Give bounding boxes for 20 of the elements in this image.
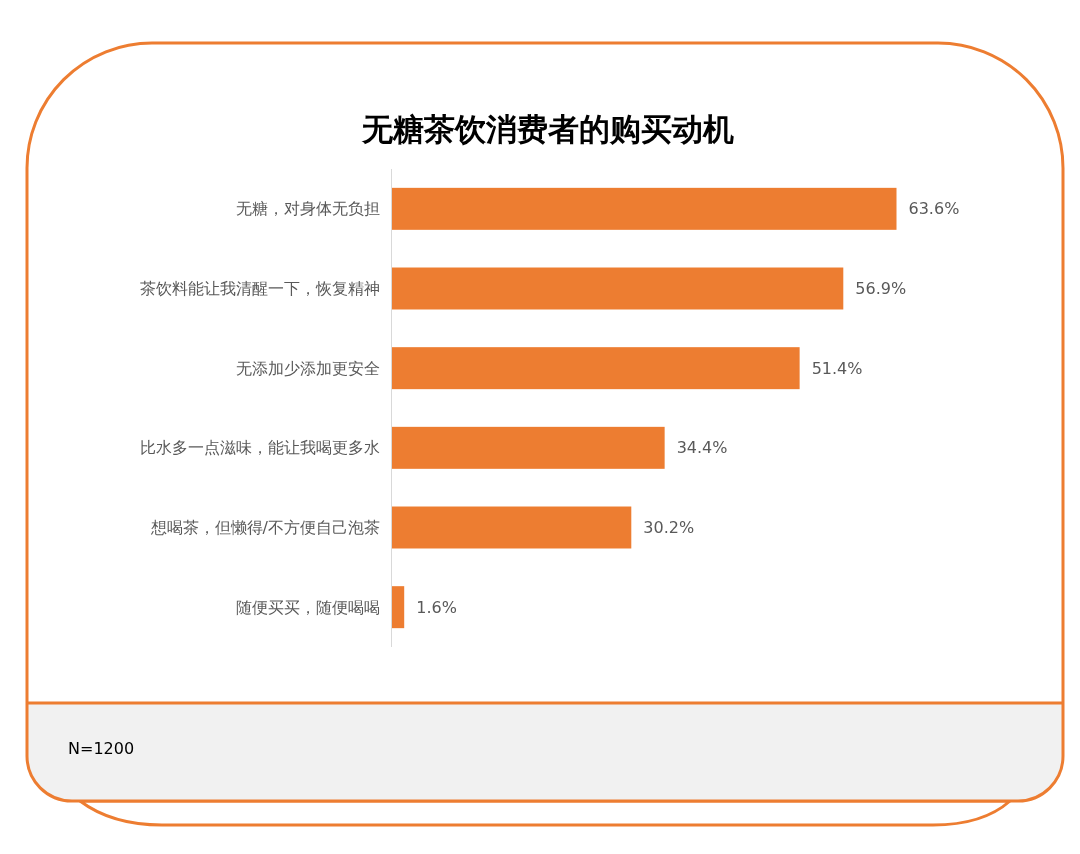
bar	[391, 426, 665, 469]
y-tick-label: 茶饮料能让我清醒一下，恢复精神	[140, 279, 380, 298]
data-label: 34.4%	[676, 438, 728, 458]
y-tick-label: 随便买买，随便喝喝	[236, 597, 380, 617]
data-label: 1.6%	[416, 597, 457, 617]
y-tick-label: 无糖，对身体无负担	[236, 199, 380, 219]
data-label: 51.4%	[811, 358, 863, 378]
bar	[391, 267, 844, 310]
bar	[391, 347, 800, 390]
data-label: 56.9%	[855, 279, 907, 298]
chart-title: 无糖茶饮消费者的购买动机	[361, 111, 734, 147]
bar	[391, 506, 632, 549]
data-label: 30.2%	[643, 518, 695, 537]
y-tick-label: 想喝茶，但懒得/不方便自己泡茶	[149, 518, 380, 537]
text: N=1200	[68, 738, 135, 758]
y-tick-label: 比水多一点滋味，能让我喝更多水	[140, 438, 380, 458]
bar	[391, 187, 897, 230]
data-label: 63.6%	[908, 199, 960, 219]
y-tick-label: 无添加少添加更安全	[236, 358, 380, 378]
bar	[391, 586, 405, 629]
